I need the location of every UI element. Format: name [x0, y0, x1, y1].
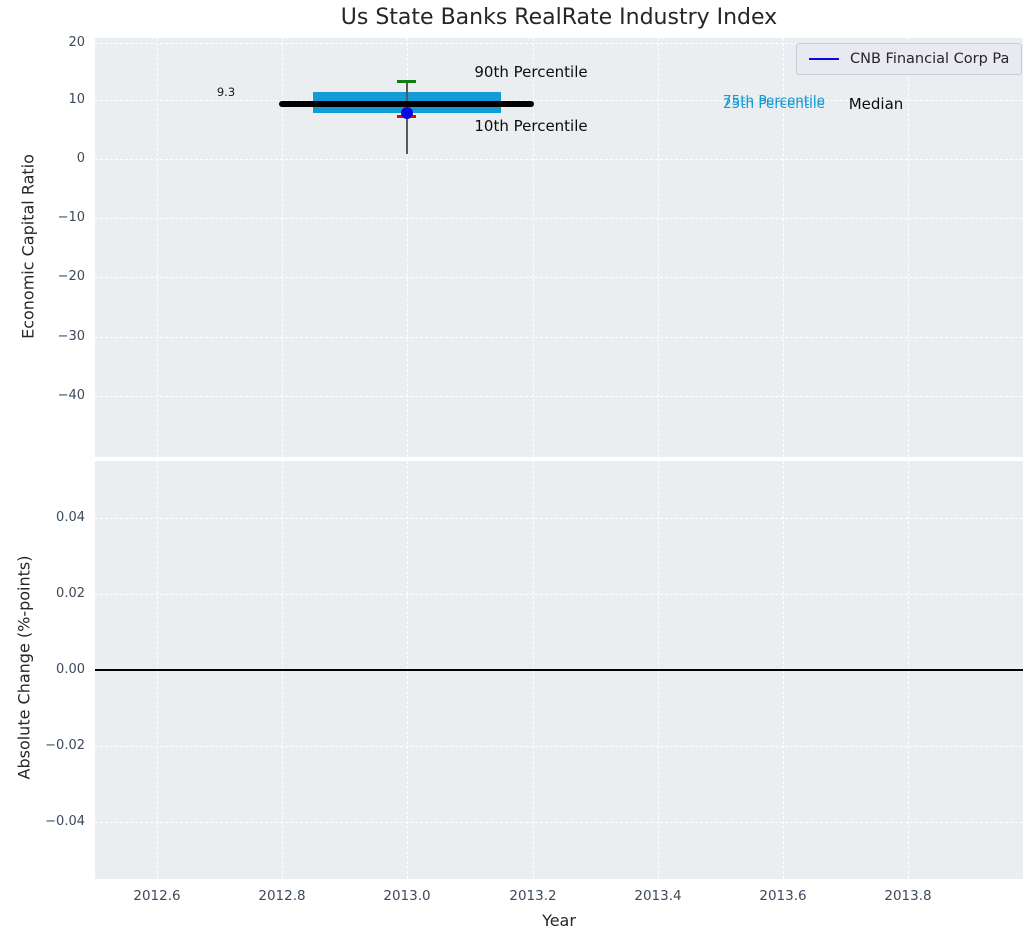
median-value-label: 9.3: [216, 85, 236, 99]
y-tick-label: −0.02: [45, 738, 85, 753]
gridline: [157, 38, 158, 457]
gridline: [95, 594, 1023, 595]
y-tick-label: −10: [57, 210, 85, 225]
legend-item-label: CNB Financial Corp Pa: [850, 51, 1010, 67]
gridline: [95, 43, 1023, 44]
bottom-plot-area: [95, 461, 1023, 879]
annotation-25th-percentile: 25th Percentile: [723, 96, 825, 112]
gridline: [95, 277, 1023, 278]
x-tick-label: 2013.2: [509, 888, 557, 904]
y-tick-label: 0.02: [56, 586, 85, 601]
gridline: [95, 100, 1023, 101]
company-data-point: [401, 106, 413, 119]
gridline: [95, 518, 1023, 519]
y-axis-label-bottom: Absolute Change (%-points): [14, 555, 34, 780]
y-tick-label: 10: [68, 92, 85, 107]
x-tick-label: 2013.0: [383, 888, 431, 904]
y-axis-label-top: Economic Capital Ratio: [18, 154, 38, 339]
gridline: [407, 38, 408, 457]
p90-whisker-cap: [397, 80, 416, 83]
y-tick-label: −30: [57, 329, 85, 344]
gridline: [95, 746, 1023, 747]
median-line: [279, 100, 534, 107]
x-tick-label: 2012.8: [258, 888, 306, 904]
gridline: [908, 38, 909, 457]
annotation-90th-percentile: 90th Percentile: [474, 63, 588, 81]
gridline: [95, 159, 1023, 160]
gridline: [282, 38, 283, 457]
gridline: [658, 38, 659, 457]
legend-line-sample: [809, 57, 839, 61]
legend: CNB Financial Corp Pa: [796, 43, 1022, 75]
annotation-75th-percentile: 75th Percentile: [723, 93, 825, 109]
x-tick-label: 2013.4: [634, 888, 682, 904]
gridline: [533, 38, 534, 457]
y-tick-label: −20: [57, 269, 85, 284]
y-tick-label: −0.04: [45, 814, 85, 829]
x-axis-label: Year: [542, 911, 576, 930]
gridline: [783, 38, 784, 457]
x-tick-label: 2013.6: [759, 888, 807, 904]
gridline: [95, 396, 1023, 397]
gridline: [95, 218, 1023, 219]
chart-title: Us State Banks RealRate Industry Index: [340, 5, 778, 30]
x-tick-label: 2012.6: [133, 888, 181, 904]
top-plot-area: 9.3 90th Percentile 10th Percentile 75th…: [95, 38, 1023, 457]
x-tick-label: 2013.8: [884, 888, 932, 904]
zero-reference-line: [95, 669, 1023, 671]
gridline: [95, 822, 1023, 823]
y-tick-label: 20: [68, 35, 85, 50]
y-tick-label: −40: [57, 388, 85, 403]
gridline: [95, 337, 1023, 338]
annotation-median: Median: [848, 95, 904, 113]
y-tick-label: 0.04: [56, 510, 85, 525]
annotation-10th-percentile: 10th Percentile: [474, 117, 588, 135]
y-tick-label: 0: [76, 151, 85, 166]
y-tick-label: 0.00: [56, 662, 85, 677]
